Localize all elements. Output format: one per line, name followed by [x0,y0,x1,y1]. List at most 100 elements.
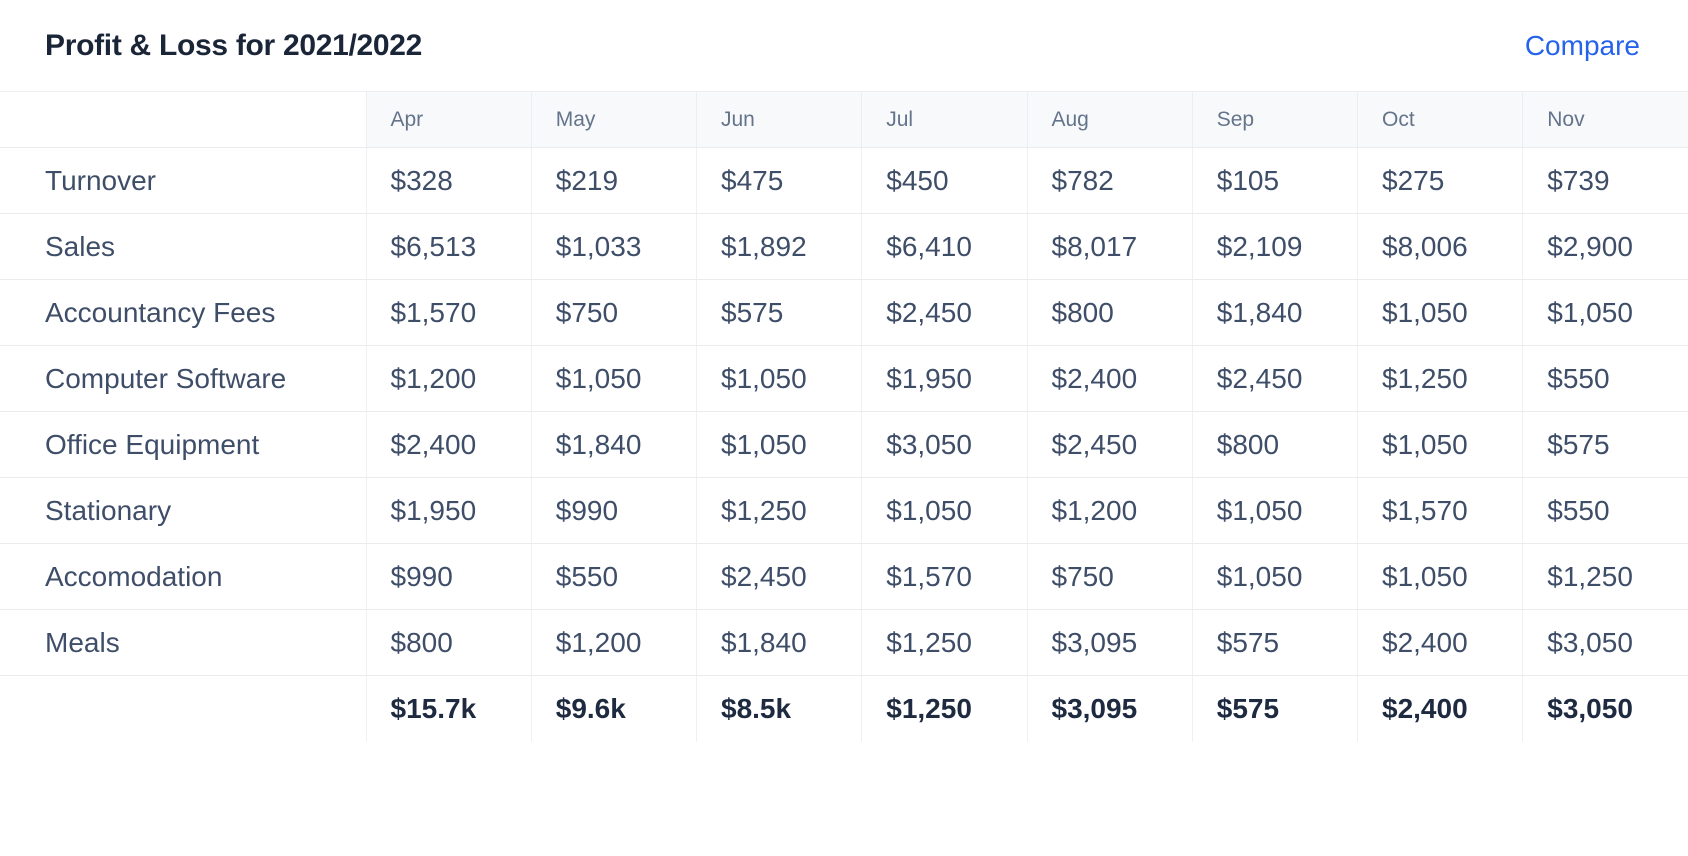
table-cell: $990 [530,477,697,544]
table-cell: $1,250 [861,609,1027,676]
table-cell: $2,450 [861,279,1027,346]
table-cell: $550 [1522,345,1688,412]
table-cell: $6,513 [365,213,532,280]
column-header-jun: Jun [695,91,862,148]
total-cell: $2,400 [1356,675,1523,742]
row-label: Accomodation [0,543,366,610]
column-header-jul: Jul [861,91,1027,148]
row-label: Computer Software [0,345,366,412]
table-cell: $1,050 [1191,543,1358,610]
compare-link[interactable]: Compare [1524,29,1640,61]
total-cell: $1,250 [861,675,1027,742]
table-row-stationary: Stationary $1,950 $990 $1,250 $1,050 $1,… [0,477,1688,544]
table-cell: $1,250 [1356,345,1523,412]
table-cell: $1,050 [695,411,862,478]
table-cell: $575 [1191,609,1358,676]
table-cell: $1,050 [861,477,1027,544]
table-cell: $1,050 [1356,279,1523,346]
table-cell: $3,095 [1026,609,1193,676]
table-cell: $800 [1026,279,1193,346]
table-cell: $6,410 [861,213,1027,280]
table-cell: $1,250 [695,477,862,544]
row-label: Turnover [0,147,366,214]
table-cell: $2,900 [1522,213,1688,280]
table-cell: $800 [1191,411,1358,478]
totals-row-label [0,676,366,742]
table-cell: $2,109 [1191,213,1358,280]
profit-loss-table: Apr May Jun Jul Aug Sep Oct Nov Turnover… [0,91,1688,742]
column-header-sep: Sep [1191,91,1358,148]
row-label: Stationary [0,477,366,544]
table-cell: $275 [1356,147,1523,214]
table-cell: $2,400 [365,411,532,478]
table-cell: $550 [530,543,697,610]
row-label: Sales [0,213,366,280]
table-cell: $105 [1191,147,1358,214]
row-label: Accountancy Fees [0,279,366,346]
table-cell: $2,450 [1191,345,1358,412]
table-cell: $1,050 [1191,477,1358,544]
table-cell: $1,950 [861,345,1027,412]
column-header-aug: Aug [1026,91,1193,148]
table-cell: $575 [1522,411,1688,478]
table-row-computer-software: Computer Software $1,200 $1,050 $1,050 $… [0,345,1688,412]
table-cell: $1,050 [1356,543,1523,610]
table-row-accomodation: Accomodation $990 $550 $2,450 $1,570 $75… [0,543,1688,610]
total-cell: $9.6k [530,675,697,742]
table-cell: $739 [1522,147,1688,214]
table-row-office-equipment: Office Equipment $2,400 $1,840 $1,050 $3… [0,411,1688,478]
table-cell: $1,200 [530,609,697,676]
table-cell: $1,840 [530,411,697,478]
table-cell: $450 [861,147,1027,214]
table-cell: $800 [365,609,532,676]
header-bar: Profit & Loss for 2021/2022 Compare [0,0,1688,91]
table-cell: $550 [1522,477,1688,544]
row-label: Office Equipment [0,411,366,478]
column-header-may: May [530,91,697,148]
table-cell: $2,450 [1026,411,1193,478]
table-cell: $1,250 [1522,543,1688,610]
total-cell: $575 [1191,675,1358,742]
table-cell: $219 [530,147,697,214]
total-cell: $3,050 [1522,675,1688,742]
table-header-row: Apr May Jun Jul Aug Sep Oct Nov [0,91,1688,148]
table-cell: $1,950 [365,477,532,544]
table-cell: $2,450 [695,543,862,610]
table-cell: $1,033 [530,213,697,280]
table-cell: $1,570 [365,279,532,346]
page-title: Profit & Loss for 2021/2022 [45,28,423,62]
table-cell: $3,050 [861,411,1027,478]
table-cell: $1,570 [861,543,1027,610]
table-cell: $1,892 [695,213,862,280]
table-cell: $782 [1026,147,1193,214]
table-cell: $475 [695,147,862,214]
table-cell: $1,050 [695,345,862,412]
table-cell: $750 [530,279,697,346]
table-cell: $8,017 [1026,213,1193,280]
table-cell: $2,400 [1356,609,1523,676]
table-cell: $1,050 [1522,279,1688,346]
table-cell: $990 [365,543,532,610]
table-cell: $1,050 [1356,411,1523,478]
column-header-nov: Nov [1522,91,1688,148]
table-cell: $1,200 [365,345,532,412]
table-cell: $3,050 [1522,609,1688,676]
table-row-totals: $15.7k $9.6k $8.5k $1,250 $3,095 $575 $2… [0,675,1688,742]
total-cell: $3,095 [1026,675,1193,742]
row-label: Meals [0,609,366,676]
total-cell: $15.7k [365,675,532,742]
table-row-meals: Meals $800 $1,200 $1,840 $1,250 $3,095 $… [0,609,1688,676]
table-cell: $1,570 [1356,477,1523,544]
table-row-turnover: Turnover $328 $219 $475 $450 $782 $105 $… [0,147,1688,214]
table-row-sales: Sales $6,513 $1,033 $1,892 $6,410 $8,017… [0,213,1688,280]
table-row-accountancy-fees: Accountancy Fees $1,570 $750 $575 $2,450… [0,279,1688,346]
table-cell: $1,050 [530,345,697,412]
table-cell: $2,400 [1026,345,1193,412]
table-cell: $8,006 [1356,213,1523,280]
table-cell: $1,200 [1026,477,1193,544]
total-cell: $8.5k [695,675,862,742]
table-cell: $1,840 [695,609,862,676]
column-header-oct: Oct [1356,91,1523,148]
table-cell: $328 [365,147,532,214]
table-cell: $1,840 [1191,279,1358,346]
